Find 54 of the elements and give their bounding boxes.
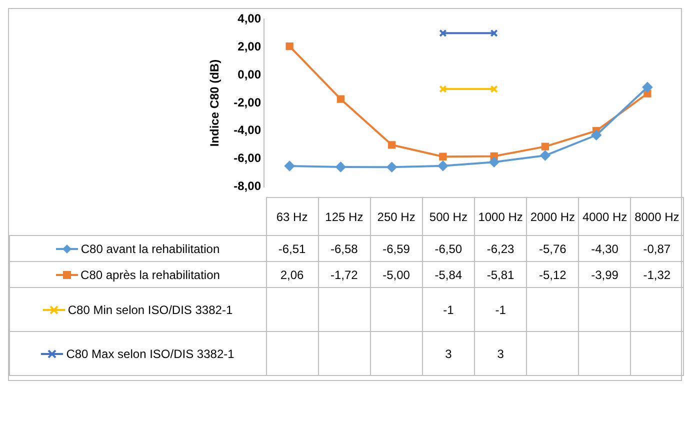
data-label: -6,59 [370,236,422,262]
x-tick-label: 4000 Hz [578,198,631,236]
x-tick-label: 1000 Hz [474,198,527,236]
y-tick-label: 2,00 [238,39,262,54]
data-label: -5,76 [526,236,579,262]
point [644,90,652,98]
legend-label: C80 après la rehabilitation [80,268,220,282]
point [286,42,294,50]
x-tick-label: 500 Hz [422,198,474,236]
point [284,160,295,171]
data-label: -1,32 [630,262,683,288]
x-tick-label: 2000 Hz [526,198,579,236]
data-label: -6,51 [266,236,318,262]
y-tick-label: 4,00 [238,12,262,26]
point [541,142,550,150]
data-label: -1,72 [318,262,370,288]
x-tick-label: 125 Hz [318,198,370,236]
y-tick-label: -8,00 [234,179,262,194]
point [336,95,345,103]
point [336,162,346,172]
y-tick-label: -2,00 [234,95,262,110]
data-label: 3 [422,332,474,376]
point [489,157,500,168]
data-label: -6,50 [422,236,474,262]
data-label: -3,99 [578,262,631,288]
x-tick-label: 63 Hz [266,198,318,236]
data-label: -1 [474,288,527,332]
point [591,130,602,140]
data-label: -5,81 [474,262,527,288]
y-axis-title: Indice C80 (dB) [208,59,222,147]
point [388,141,396,149]
data-label: -0,87 [630,236,683,262]
x-tick-label: 8000 Hz [630,198,683,236]
data-label: -5,12 [526,262,579,288]
y-tick-label: -4,00 [234,123,262,138]
data-label: -6,58 [318,236,370,262]
point [642,82,652,92]
x-tick-label: 250 Hz [370,198,422,236]
point [438,160,448,171]
data-label: -5,84 [422,262,474,288]
data-label: -6,23 [474,236,527,262]
y-tick-label: -6,00 [234,151,262,166]
legend-label: C80 Max selon ISO/DIS 3382-1 [66,346,234,360]
y-tick-label: 0,00 [238,67,262,82]
point [386,162,397,172]
data-label: -4,30 [578,236,631,262]
point [540,150,550,161]
point [439,152,447,160]
data-label: 2,06 [266,262,318,288]
legend-label: C80 Min selon ISO/DIS 3382-1 [68,302,233,316]
legend-label: C80 avant la rehabilitation [80,242,220,256]
data-label: -5,00 [370,262,422,288]
data-label: 3 [474,332,527,376]
data-label: -1 [422,288,474,332]
